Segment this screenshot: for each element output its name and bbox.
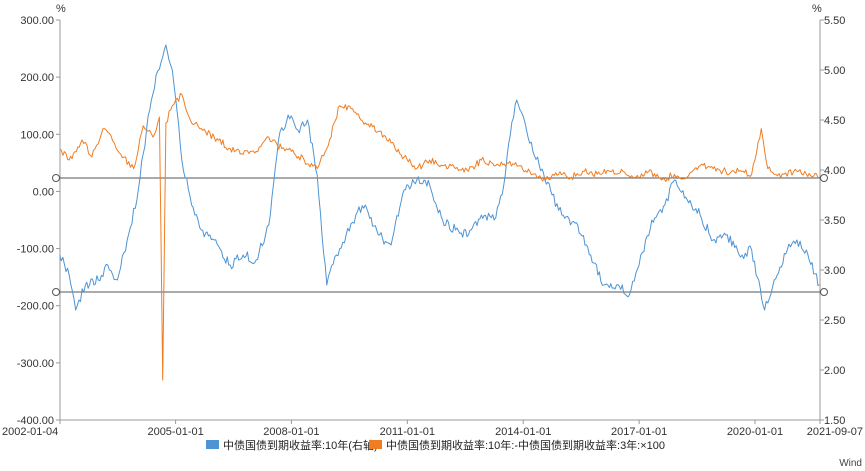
- x-tick-label: 2017-01-01: [611, 426, 667, 438]
- reference-line-handle[interactable]: [820, 174, 828, 182]
- x-tick-label: 2002-01-04: [2, 426, 58, 438]
- source-label: Wind: [839, 458, 862, 469]
- legend-label: 中债国债到期收益率:10年:-中债国债到期收益率:3年:×100: [386, 438, 665, 452]
- legend-swatch: [369, 440, 382, 449]
- left-tick-label: -200.00: [17, 301, 54, 313]
- right-tick-label: 2.00: [824, 365, 845, 377]
- series-layer: [59, 44, 820, 381]
- right-tick-label: 4.50: [824, 115, 845, 127]
- reference-lines: [52, 174, 828, 296]
- left-tick-label: 300.00: [20, 15, 54, 27]
- reference-line-handle[interactable]: [820, 288, 828, 296]
- x-tick-label: 2020-01-01: [727, 426, 783, 438]
- left-tick-label: -300.00: [17, 358, 54, 370]
- x-tick-label: 2005-01-01: [147, 426, 203, 438]
- left-tick-label: 100.00: [20, 129, 54, 141]
- legend-swatch: [206, 440, 219, 449]
- x-tick-label: 2021-09-07: [807, 426, 863, 438]
- right-tick-label: 2.50: [824, 315, 845, 327]
- x-tick-label: 2014-01-01: [495, 426, 551, 438]
- series-line-1: [59, 44, 820, 311]
- left-tick-label: 0.00: [33, 186, 54, 198]
- x-axis-ticks: 2002-01-04 2005-01-01 2008-01-01 2011-01-01…: [2, 420, 863, 438]
- legend: 中债国债到期收益率:10年(右轴) 中债国债到期收益率:10年:-中债国债到期收益…: [206, 438, 665, 452]
- right-tick-label: 5.50: [824, 15, 845, 27]
- left-axis-unit: %: [56, 3, 66, 15]
- left-tick-label: -100.00: [17, 244, 54, 256]
- reference-line-handle[interactable]: [52, 288, 60, 296]
- x-tick-label: 2011-01-01: [380, 426, 435, 438]
- x-tick-label: 2008-01-01: [263, 426, 319, 438]
- left-tick-label: 200.00: [20, 72, 54, 84]
- legend-label: 中债国债到期收益率:10年(右轴): [223, 438, 378, 452]
- axes: [59, 20, 821, 421]
- series-line-2: [59, 93, 820, 381]
- right-axis-ticks: 5.50 5.00 4.50 4.00 3.50 3.00 2.50 2.00 1.50: [820, 15, 845, 427]
- left-tick-label: -400.00: [17, 415, 54, 427]
- right-tick-label: 4.00: [824, 165, 845, 177]
- left-axis-ticks: 300.00 200.00 100.00 0.00 -100.00 -200.00 -300…: [17, 15, 60, 427]
- right-tick-label: 3.00: [824, 265, 845, 277]
- reference-line-handle[interactable]: [52, 174, 60, 182]
- right-axis-unit: %: [812, 3, 822, 15]
- right-tick-label: 3.50: [824, 215, 845, 227]
- right-tick-label: 5.00: [824, 65, 845, 77]
- right-tick-label: 1.50: [824, 415, 845, 427]
